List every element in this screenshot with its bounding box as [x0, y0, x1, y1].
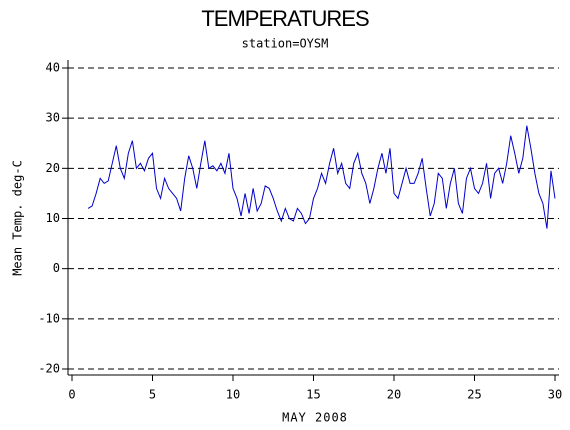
- y-tick-label: 0: [53, 261, 60, 275]
- y-tick-label: 20: [46, 161, 60, 175]
- y-tick-label: -10: [38, 311, 60, 325]
- y-axis-label: Mean Temp. deg-C: [11, 160, 25, 276]
- y-tick-label: 30: [46, 111, 60, 125]
- x-tick-label: 5: [149, 388, 156, 402]
- line: [87, 125, 556, 229]
- x-tick-label: 15: [306, 388, 320, 402]
- y-tick-label: -20: [38, 362, 60, 376]
- chart-title: TEMPERATURES: [201, 6, 369, 31]
- chart-subtitle: station=OYSM: [242, 37, 329, 51]
- y-tick-label: 10: [46, 211, 60, 225]
- x-tick-label: 25: [467, 388, 481, 402]
- x-tick-label: 20: [387, 388, 401, 402]
- y-tick-label: 40: [46, 61, 60, 75]
- x-tick-label: 30: [548, 388, 562, 402]
- x-tick-label: 0: [68, 388, 75, 402]
- x-axis-label: MAY 2008: [282, 411, 348, 425]
- x-tick-label: 10: [226, 388, 240, 402]
